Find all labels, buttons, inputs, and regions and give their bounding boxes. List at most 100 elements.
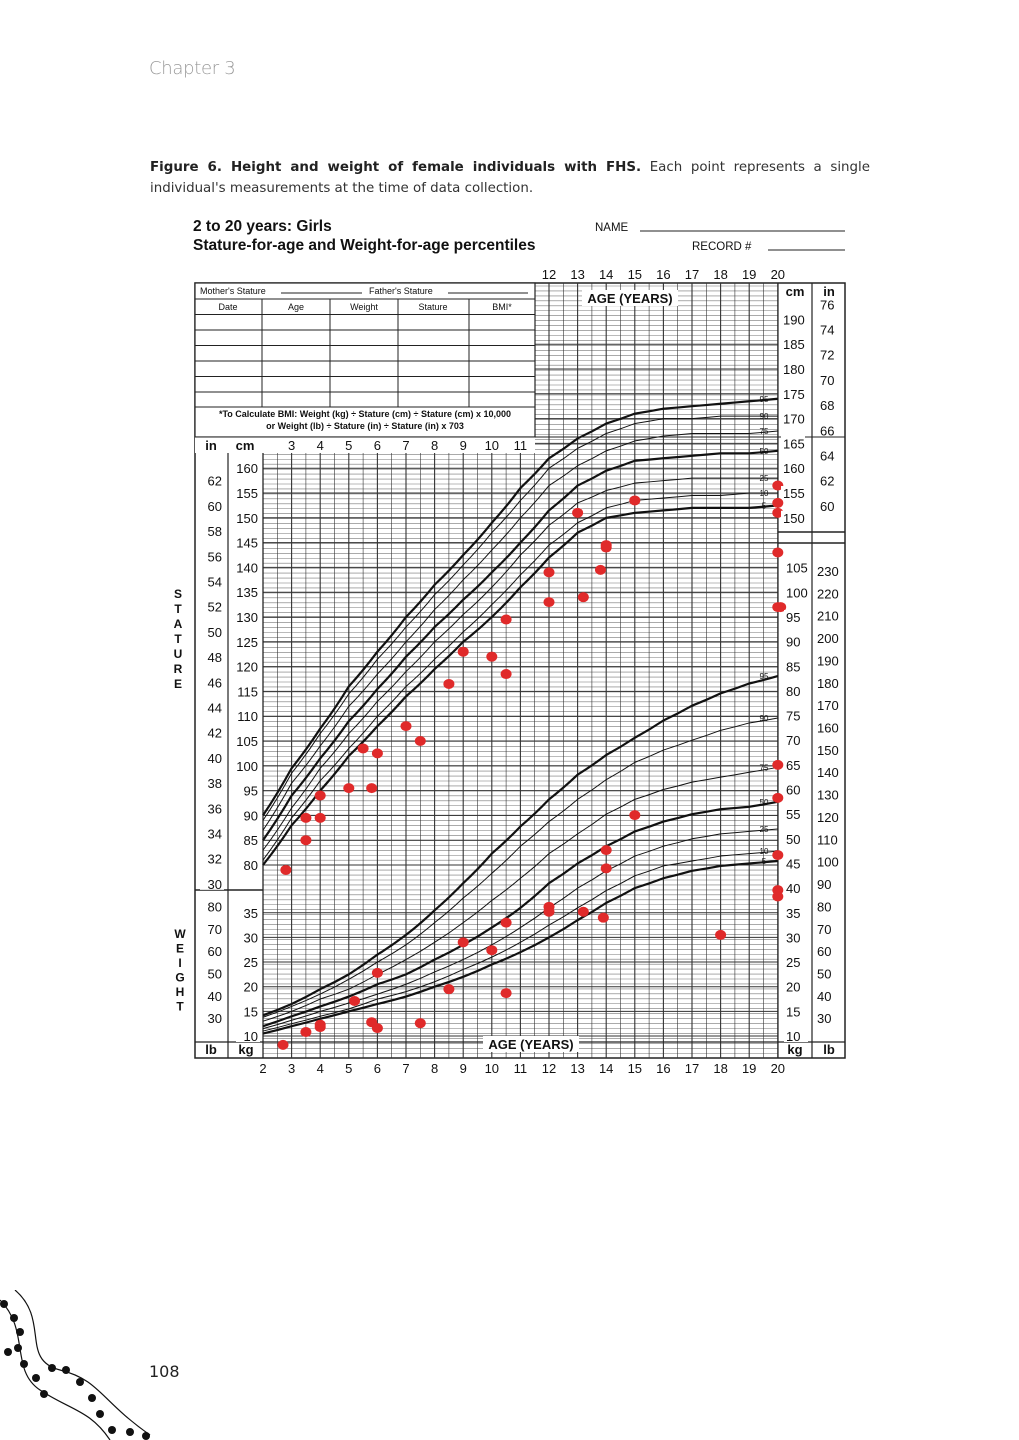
tick-bg [781,486,805,499]
stature-cm-tick: 155 [236,486,258,501]
weight-point [772,759,784,770]
weight-vertical-letter: H [176,985,185,999]
weight-kg-tick-right: 85 [786,659,800,674]
weight-kg-tick-right: 50 [786,832,800,847]
stature-in-tick-right: 74 [820,323,834,338]
weight-point [715,929,727,940]
tick-bg [784,831,808,845]
tick-bg [818,372,842,386]
unit-kg-left: kg [238,1042,253,1057]
weight-kg-tick-right: 75 [786,709,800,724]
caption-title: Figure 6. Height and weight of female in… [150,160,642,175]
weight-kg-tick: 20 [244,980,258,995]
tick-bg [815,563,839,577]
stature-vertical-letter: U [174,647,183,661]
stature-point [486,651,498,662]
stature-vertical-letter: S [174,587,182,601]
tick-bg [784,955,808,969]
weight-lb-tick: 30 [208,1011,222,1026]
tick-bg [784,1029,808,1042]
tick-bg [784,708,808,722]
weight-lb-tick-right: 80 [817,899,831,914]
stature-point [543,597,555,608]
bmi-note: or Weight (lb) ÷ Stature (in) ÷ Stature … [266,421,464,431]
dna-decoration-icon [0,1290,151,1440]
chapter-header: Chapter 3 [149,58,236,79]
record-label: RECORD # [692,241,752,253]
tick-bg [815,899,839,913]
age-tick-bottom: 9 [460,1061,467,1076]
age-tick-top: 19 [742,267,756,282]
stature-point [600,540,612,551]
weight-kg-tick-right: 105 [786,561,808,576]
weight-point [371,1023,383,1034]
stature-cm-tick: 100 [236,759,258,774]
tick-bg [815,787,839,801]
age-row-bg [195,437,535,453]
stature-point [314,790,326,801]
stature-point [300,812,312,823]
weight-lb-tick-right: 90 [817,877,831,892]
stature-in-tick-right: 64 [820,449,834,464]
stature-point [772,480,784,491]
weight-percentile-label: 10 [760,847,769,856]
tick-bg [818,398,842,412]
weight-lb-tick-right: 30 [817,1011,831,1026]
age-tick-top: 17 [685,267,699,282]
tick-bg [815,765,839,779]
tick-bg [200,524,224,538]
weight-kg-tick-right: 40 [786,881,800,896]
stature-in-tick-right: 66 [820,423,834,438]
weight-kg-tick: 30 [244,930,258,945]
tick-bg [784,782,808,796]
tick-bg [200,624,224,638]
stature-in-tick: 46 [208,675,222,690]
stature-vertical-letter: E [174,677,182,691]
weight-point [543,906,555,917]
tick-bg [236,634,260,648]
tick-bg [815,944,839,958]
weight-lb-tick-right: 150 [817,743,839,758]
record-table [194,282,536,438]
weight-lb-tick-right: 50 [817,966,831,981]
stature-point [314,812,326,823]
stature-in-tick: 58 [208,524,222,539]
tick-bg [784,683,808,697]
tick-bg [815,675,839,689]
stature-in-tick: 52 [208,600,222,615]
unit-in-right: in [823,284,835,299]
tick-bg [236,659,260,673]
stature-cm-tick: 110 [237,709,258,724]
tick-bg [236,808,260,822]
stature-in-tick: 44 [208,700,222,715]
weight-kg-tick-right: 35 [786,906,800,921]
stature-in-tick-right: 76 [820,297,834,312]
age-tick-bottom: 2 [259,1061,266,1076]
tick-bg [200,574,224,588]
age-tick-bottom: 15 [628,1061,642,1076]
tick-bg [784,757,808,771]
stature-point [343,783,355,794]
tick-bg [236,535,260,549]
stature-cm-tick: 130 [236,610,258,625]
stature-vertical-letter: T [174,602,182,616]
age-tick-mid: 7 [402,438,409,453]
tick-bg [815,1011,839,1025]
weight-kg-tick: 35 [244,906,258,921]
weight-point [629,810,641,821]
page-number: 108 [149,1362,180,1381]
tick-bg [784,560,808,574]
age-tick-mid: 9 [460,438,467,453]
stature-cm-tick-right: 150 [783,511,805,526]
stature-in-tick: 50 [208,625,222,640]
tick-bg [200,725,224,739]
stature-in-tick-right: 70 [820,373,834,388]
age-tick-bottom: 19 [742,1061,756,1076]
tick-bg [200,700,224,714]
tick-bg [784,585,808,599]
stature-percentile-label: 95 [760,395,769,404]
stature-point [500,614,512,625]
age-tick-bottom: 10 [485,1061,499,1076]
tick-bg [200,826,224,840]
